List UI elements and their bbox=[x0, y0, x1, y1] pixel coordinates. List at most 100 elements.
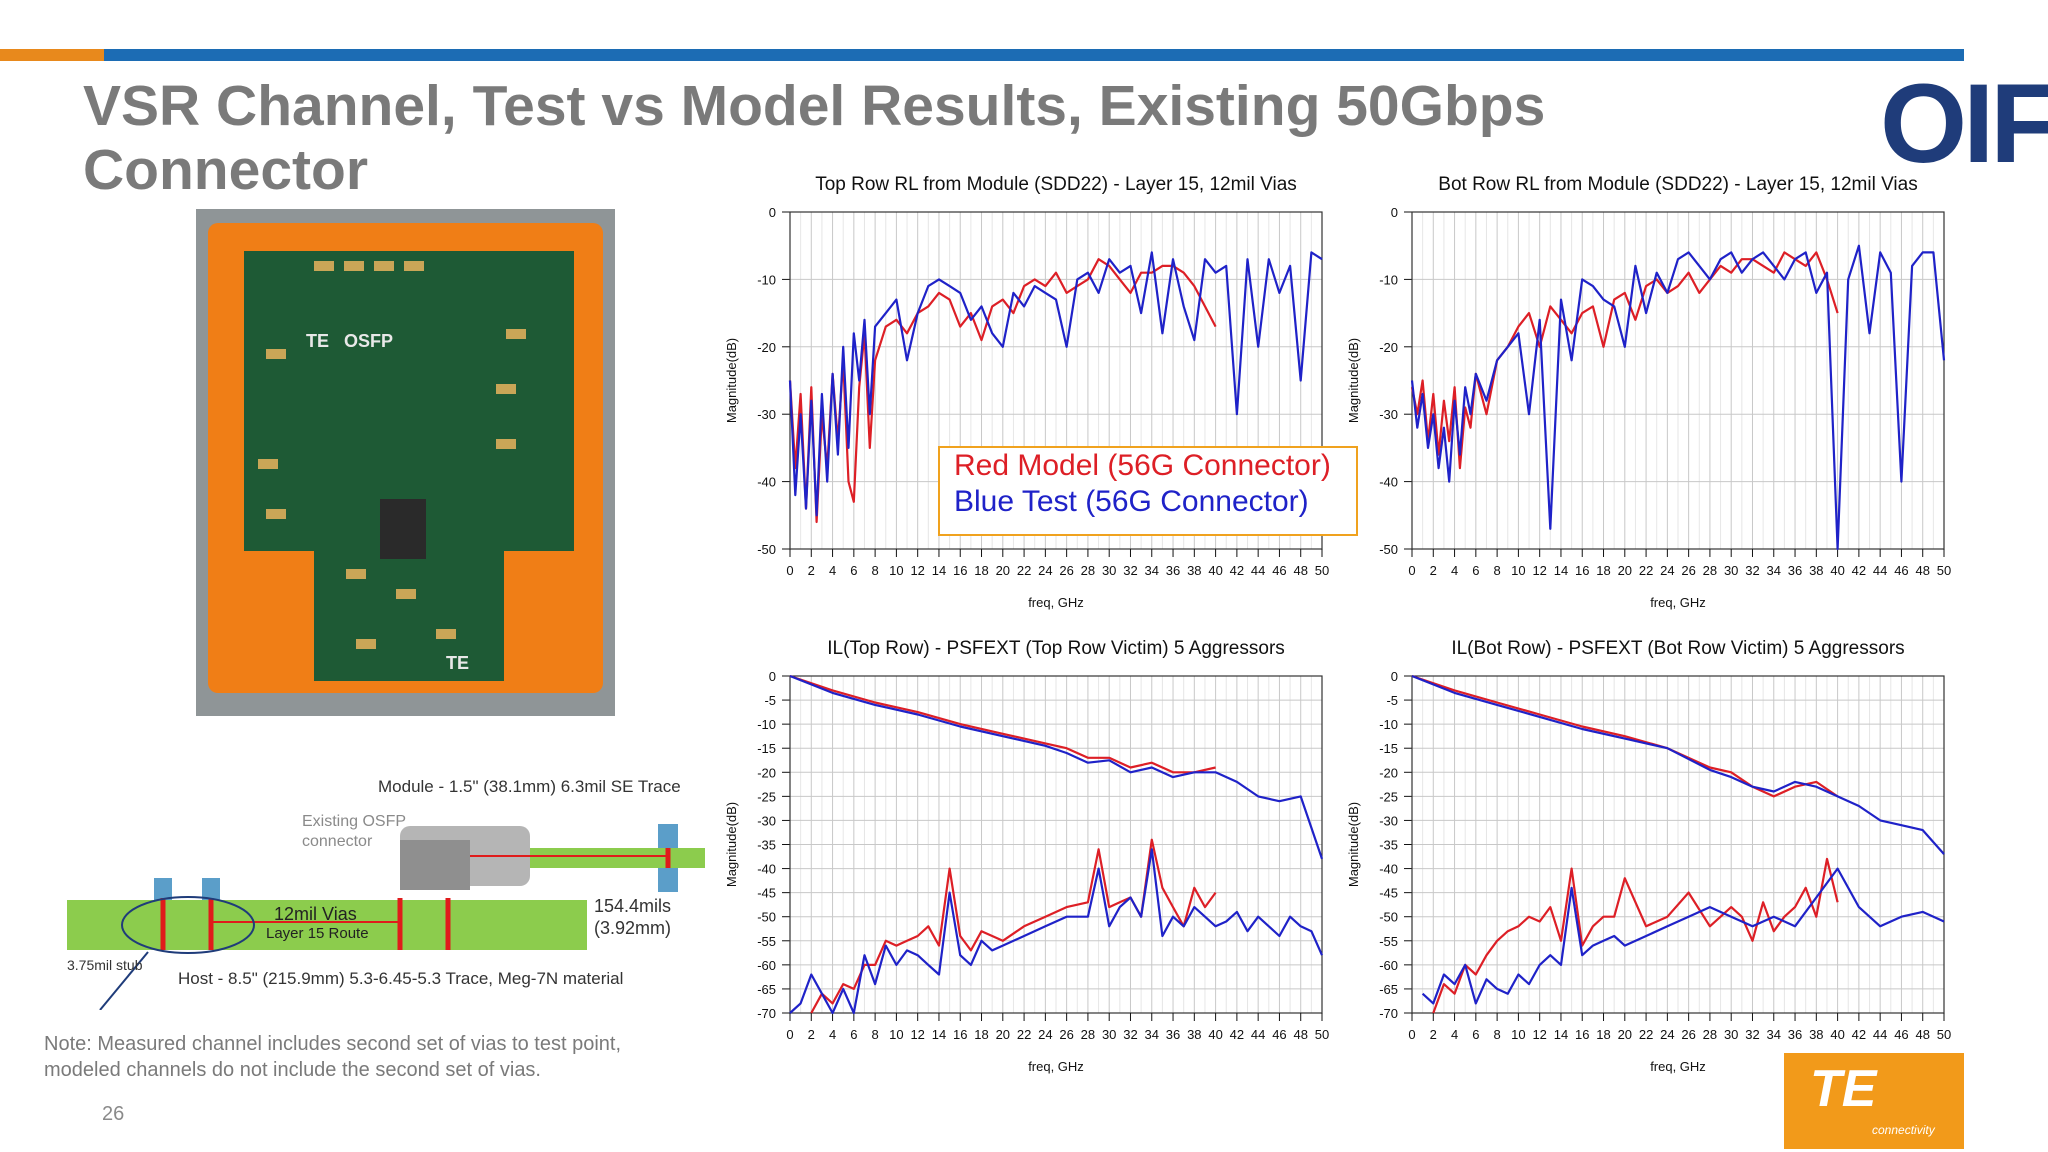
y-tick-label: -55 bbox=[1379, 934, 1398, 949]
x-tick-label: 16 bbox=[1575, 1027, 1589, 1042]
board-photo-illustration: OSFP TE TE bbox=[208, 223, 603, 693]
x-axis-label: freq, GHz bbox=[1028, 595, 1084, 610]
x-tick-label: 12 bbox=[1532, 1027, 1546, 1042]
y-tick-label: -10 bbox=[1379, 717, 1398, 732]
x-tick-label: 8 bbox=[872, 1027, 879, 1042]
x-tick-label: 50 bbox=[1937, 563, 1951, 578]
x-tick-label: 40 bbox=[1830, 1027, 1844, 1042]
x-tick-label: 6 bbox=[1472, 563, 1479, 578]
note-line-2: modeled channels do not include the seco… bbox=[44, 1059, 541, 1081]
y-tick-label: -40 bbox=[757, 475, 776, 490]
y-tick-label: -30 bbox=[1379, 813, 1398, 828]
y-tick-label: -20 bbox=[1379, 340, 1398, 355]
chart-title: Bot Row RL from Module (SDD22) - Layer 1… bbox=[1438, 174, 1917, 195]
photo-te-label-2: TE bbox=[446, 653, 469, 673]
x-tick-label: 2 bbox=[1430, 563, 1437, 578]
y-tick-label: -40 bbox=[1379, 475, 1398, 490]
x-tick-label: 48 bbox=[1915, 563, 1929, 578]
thickness-label-1: 154.4mils bbox=[594, 896, 671, 916]
sma-connectors bbox=[258, 261, 526, 649]
module-label: Module - 1.5" (38.1mm) 6.3mil SE Trace bbox=[378, 777, 681, 796]
via-pad-module-top bbox=[658, 824, 678, 848]
x-axis-label: freq, GHz bbox=[1650, 1059, 1706, 1074]
x-tick-label: 18 bbox=[1596, 563, 1610, 578]
series-line-blue bbox=[1410, 244, 1946, 551]
y-tick-label: -40 bbox=[757, 862, 776, 877]
route-label: Layer 15 Route bbox=[266, 925, 369, 942]
x-tick-label: 44 bbox=[1251, 563, 1265, 578]
x-tick-label: 30 bbox=[1724, 563, 1738, 578]
chart-svg-0: Top Row RL from Module (SDD22) - Layer 1… bbox=[724, 174, 1329, 610]
chart-legend-box: Red Model (56G Connector) Blue Test (56G… bbox=[938, 446, 1358, 536]
x-tick-label: 18 bbox=[974, 563, 988, 578]
legend-red-entry: Red Model (56G Connector) bbox=[954, 449, 1331, 482]
x-tick-label: 0 bbox=[1408, 563, 1415, 578]
x-tick-label: 8 bbox=[872, 563, 879, 578]
via-barrels bbox=[160, 848, 671, 950]
te-logo-word: connectivity bbox=[1872, 1123, 1935, 1137]
y-tick-label: -10 bbox=[757, 717, 776, 732]
x-tick-label: 44 bbox=[1873, 563, 1887, 578]
x-tick-label: 10 bbox=[889, 563, 903, 578]
y-tick-label: -20 bbox=[757, 340, 776, 355]
x-axis-label: freq, GHz bbox=[1650, 595, 1706, 610]
y-tick-label: -35 bbox=[757, 838, 776, 853]
host-board bbox=[67, 900, 587, 950]
x-tick-label: 4 bbox=[829, 563, 836, 578]
x-tick-label: 20 bbox=[996, 563, 1010, 578]
chart-bot-row-rl: Bot Row RL from Module (SDD22) - Layer 1… bbox=[1344, 168, 1964, 618]
x-tick-label: 40 bbox=[1208, 1027, 1222, 1042]
y-tick-label: -60 bbox=[757, 958, 776, 973]
x-tick-label: 46 bbox=[1894, 1027, 1908, 1042]
x-tick-label: 10 bbox=[1511, 563, 1525, 578]
x-tick-label: 26 bbox=[1681, 563, 1695, 578]
x-tick-label: 10 bbox=[889, 1027, 903, 1042]
chart-il-bot-row: IL(Bot Row) - PSFEXT (Bot Row Victim) 5 … bbox=[1344, 632, 1964, 1082]
via-pad-left-2 bbox=[202, 878, 220, 900]
channel-cross-section-diagram: Module - 1.5" (38.1mm) 6.3mil SE Trace E… bbox=[60, 770, 720, 1011]
series-line-red bbox=[1410, 251, 1839, 470]
x-tick-label: 42 bbox=[1852, 563, 1866, 578]
host-label: Host - 8.5" (215.9mm) 5.3-6.45-5.3 Trace… bbox=[178, 969, 623, 988]
x-tick-label: 42 bbox=[1230, 563, 1244, 578]
y-tick-label: -30 bbox=[757, 407, 776, 422]
x-tick-label: 14 bbox=[1554, 1027, 1568, 1042]
x-tick-label: 14 bbox=[932, 1027, 946, 1042]
x-tick-label: 24 bbox=[1660, 563, 1674, 578]
y-axis-label: Magnitude(dB) bbox=[724, 338, 739, 423]
chart-title: IL(Bot Row) - PSFEXT (Bot Row Victim) 5 … bbox=[1451, 638, 1904, 659]
x-axis-label: freq, GHz bbox=[1028, 1059, 1084, 1074]
y-axis-label: Magnitude(dB) bbox=[724, 802, 739, 887]
y-tick-label: -50 bbox=[757, 542, 776, 557]
x-tick-label: 22 bbox=[1017, 1027, 1031, 1042]
x-tick-label: 14 bbox=[932, 563, 946, 578]
y-tick-label: -10 bbox=[1379, 272, 1398, 287]
x-tick-label: 48 bbox=[1293, 1027, 1307, 1042]
y-tick-label: -30 bbox=[1379, 407, 1398, 422]
x-tick-label: 32 bbox=[1745, 563, 1759, 578]
x-tick-label: 2 bbox=[808, 563, 815, 578]
chart-title: IL(Top Row) - PSFEXT (Top Row Victim) 5 … bbox=[827, 638, 1285, 659]
x-tick-label: 38 bbox=[1187, 563, 1201, 578]
x-tick-label: 0 bbox=[786, 1027, 793, 1042]
x-tick-label: 12 bbox=[910, 563, 924, 578]
top-accent-bar-blue bbox=[104, 49, 1964, 61]
y-tick-label: -45 bbox=[1379, 886, 1398, 901]
x-tick-label: 48 bbox=[1293, 563, 1307, 578]
y-tick-label: -10 bbox=[757, 272, 776, 287]
x-tick-label: 2 bbox=[1430, 1027, 1437, 1042]
y-tick-label: -70 bbox=[757, 1006, 776, 1021]
y-tick-label: 0 bbox=[1391, 669, 1398, 684]
series-line-red bbox=[810, 838, 1217, 1014]
page-number: 26 bbox=[102, 1103, 125, 1125]
x-tick-label: 4 bbox=[1451, 1027, 1458, 1042]
thickness-label-2: (3.92mm) bbox=[594, 918, 671, 938]
y-tick-label: -65 bbox=[757, 982, 776, 997]
connector-housing bbox=[400, 840, 470, 890]
x-tick-label: 2 bbox=[808, 1027, 815, 1042]
series-line-blue bbox=[789, 848, 1324, 1015]
photo-osfp-label: OSFP bbox=[344, 331, 393, 351]
x-tick-label: 50 bbox=[1315, 563, 1329, 578]
via-pad-module-bottom bbox=[658, 868, 678, 892]
x-tick-label: 22 bbox=[1017, 563, 1031, 578]
